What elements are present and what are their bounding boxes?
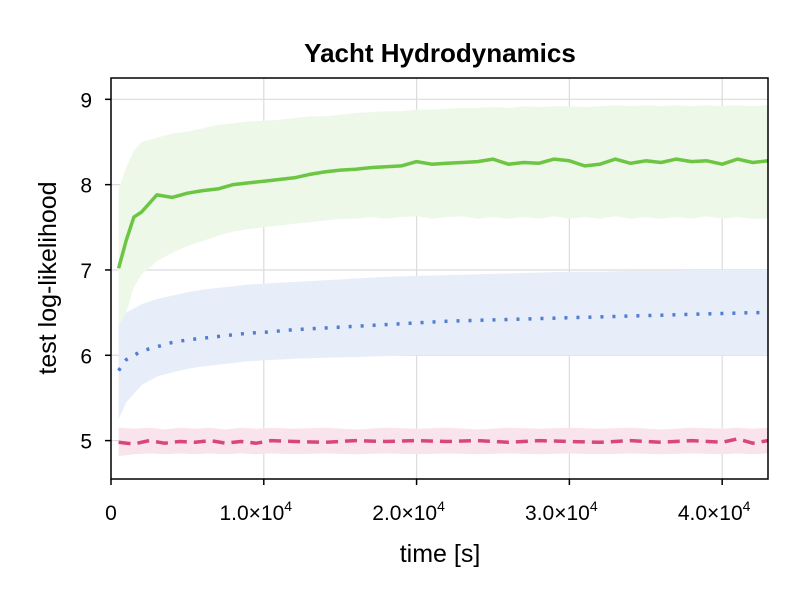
x-tick-label: 3.0×104 <box>525 498 598 525</box>
chart-title: Yacht Hydrodynamics <box>304 38 576 68</box>
x-tick-label: 0 <box>105 502 117 525</box>
series-2-line <box>118 437 769 446</box>
y-tick-label: 6 <box>80 345 92 368</box>
series-lines <box>116 157 769 446</box>
y-tick-label: 9 <box>80 89 92 112</box>
x-tick-label: 1.0×104 <box>219 498 292 525</box>
x-tick-label: 2.0×104 <box>372 498 445 525</box>
y-tick-label: 5 <box>80 431 92 454</box>
x-tick-label: 4.0×104 <box>678 498 751 525</box>
y-tick-label: 8 <box>80 175 92 198</box>
plot-frame <box>110 77 769 480</box>
y-tick-label: 7 <box>80 260 92 283</box>
confidence-bands <box>118 105 769 456</box>
series-1-band <box>118 270 769 420</box>
y-axis-ticks: 5 6 7 8 9 <box>80 89 111 454</box>
series-0-line <box>116 157 769 269</box>
y-axis-label: test log-likelihood <box>34 181 62 374</box>
x-axis-label: time [s] <box>400 540 481 568</box>
x-axis-ticks: 0 1.0×104 2.0×104 3.0×104 4.0×104 <box>105 479 751 525</box>
series-0-band <box>118 105 769 347</box>
